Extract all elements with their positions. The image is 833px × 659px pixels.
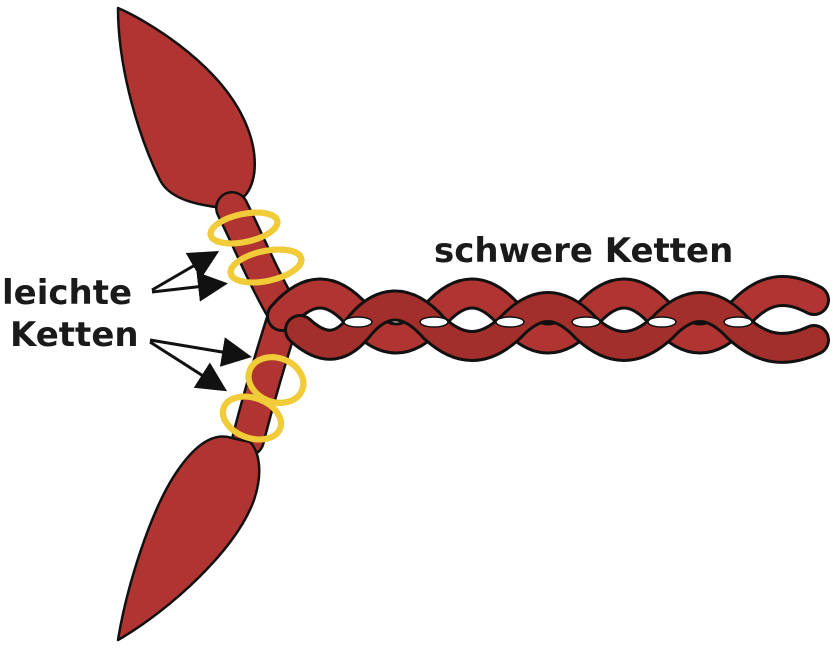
- arrow-to-ring-2: [151, 271, 228, 302]
- arrow-to-ring-1: [151, 250, 220, 292]
- light-chain-ring-2: [227, 246, 305, 286]
- light-chain-ring-4: [219, 393, 285, 443]
- arrow-to-ring-3: [149, 337, 252, 367]
- light-chain-ring-1: [207, 209, 281, 247]
- upper-myosin-head: [116, 6, 256, 216]
- light-chain-arrows: [149, 250, 252, 392]
- heavy-chain-helix: [266, 274, 830, 364]
- heavy-chains-label: schwere Ketten: [434, 231, 733, 271]
- lower-myosin-head: [116, 435, 261, 642]
- arrow-to-ring-4: [149, 340, 228, 392]
- light-chains-label-line2: Ketten: [10, 315, 139, 355]
- lower-neck: [231, 305, 299, 457]
- light-chains-label-line1: leichte: [2, 273, 132, 313]
